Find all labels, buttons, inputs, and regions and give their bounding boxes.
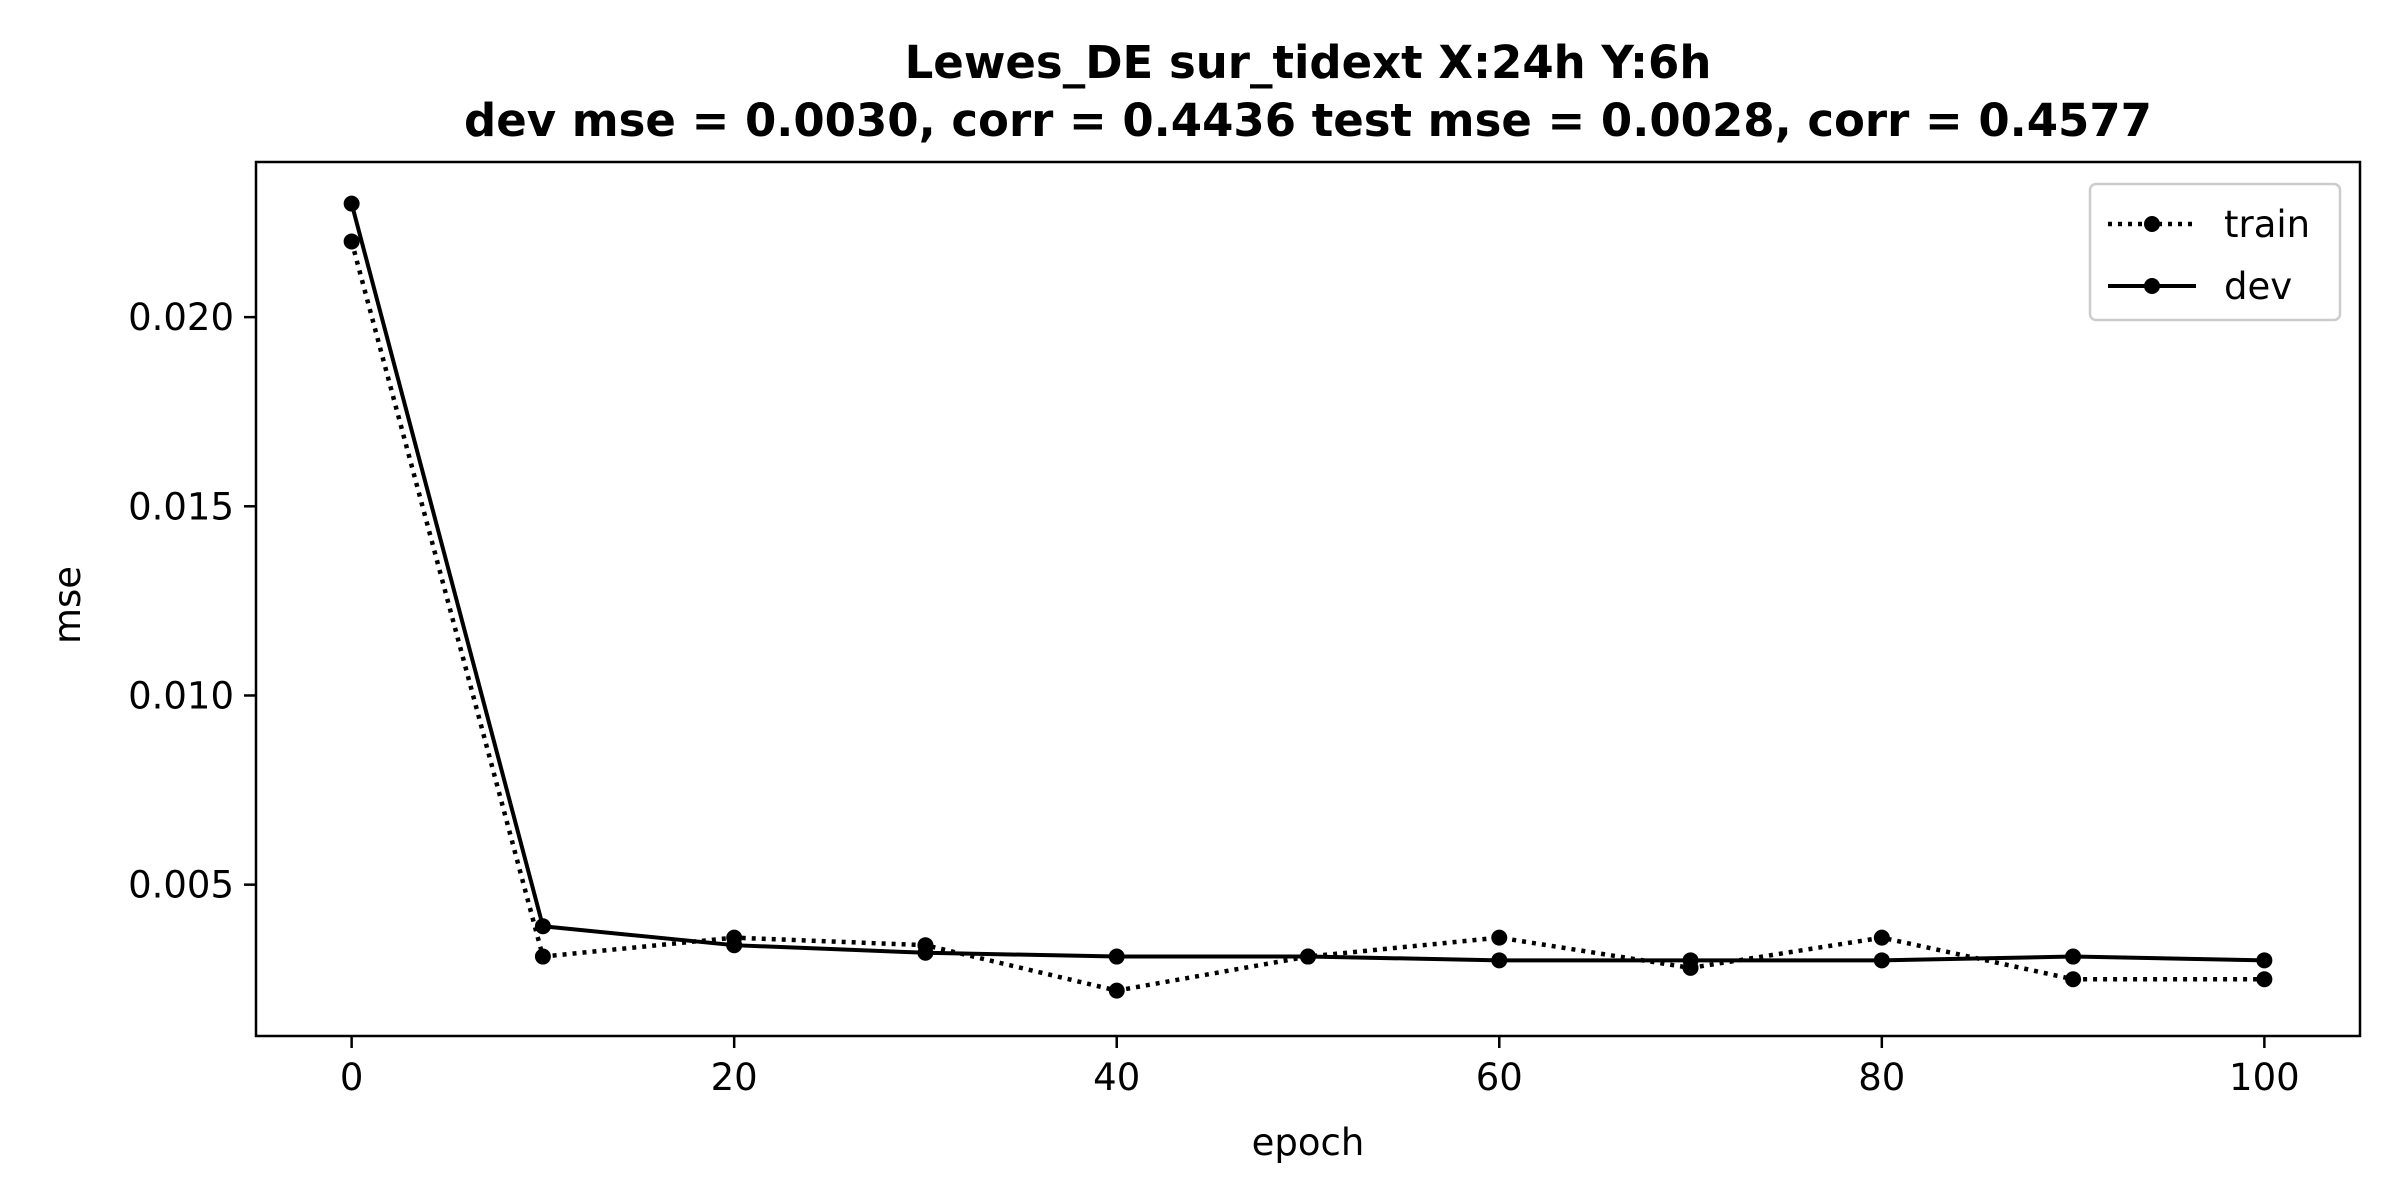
plot-area xyxy=(343,195,2273,999)
data-point-train xyxy=(1108,982,1125,999)
data-point-train xyxy=(1491,929,1508,946)
series-dev xyxy=(343,195,2273,969)
y-tick-label: 0.010 xyxy=(128,674,234,717)
chart-subtitle: dev mse = 0.0030, corr = 0.4436 test mse… xyxy=(464,94,2152,147)
x-tick-label: 40 xyxy=(1093,1056,1140,1099)
data-point-dev xyxy=(2065,948,2082,965)
chart-title: Lewes_DE sur_tidext X:24h Y:6h xyxy=(905,36,1712,89)
x-axis-label: epoch xyxy=(1252,1121,1365,1164)
data-point-dev xyxy=(1108,948,1125,965)
legend-label-train: train xyxy=(2224,203,2310,246)
data-point-train xyxy=(2065,971,2082,988)
y-tick-label: 0.020 xyxy=(128,296,234,339)
data-point-train xyxy=(534,948,551,965)
data-point-dev xyxy=(1682,952,1699,969)
plot-frame xyxy=(254,160,2362,1038)
data-point-train xyxy=(1873,929,1890,946)
legend-marker-dev xyxy=(2144,278,2160,294)
data-point-dev xyxy=(534,918,551,935)
legend: train dev xyxy=(2088,182,2342,322)
y-tick-label: 0.005 xyxy=(128,864,234,907)
data-point-dev xyxy=(1491,952,1508,969)
x-axis: 0 20 40 60 80 100 xyxy=(340,1036,2300,1099)
data-point-dev xyxy=(343,195,360,212)
x-tick-label: 100 xyxy=(2229,1056,2300,1099)
y-axis: 0.005 0.010 0.015 0.020 xyxy=(128,296,256,907)
data-point-dev xyxy=(2256,952,2273,969)
data-point-train xyxy=(2256,971,2273,988)
data-point-dev xyxy=(917,944,934,961)
x-tick-label: 0 xyxy=(340,1056,364,1099)
x-tick-label: 20 xyxy=(711,1056,758,1099)
data-point-train xyxy=(343,233,360,250)
data-point-dev xyxy=(1300,948,1316,965)
x-tick-label: 80 xyxy=(1858,1056,1905,1099)
y-axis-label: mse xyxy=(46,566,89,644)
y-tick-label: 0.015 xyxy=(128,485,234,528)
legend-marker-train xyxy=(2144,216,2160,232)
data-point-dev xyxy=(726,937,743,954)
data-point-dev xyxy=(1873,952,1890,969)
legend-label-dev: dev xyxy=(2224,265,2292,308)
x-tick-label: 60 xyxy=(1476,1056,1523,1099)
